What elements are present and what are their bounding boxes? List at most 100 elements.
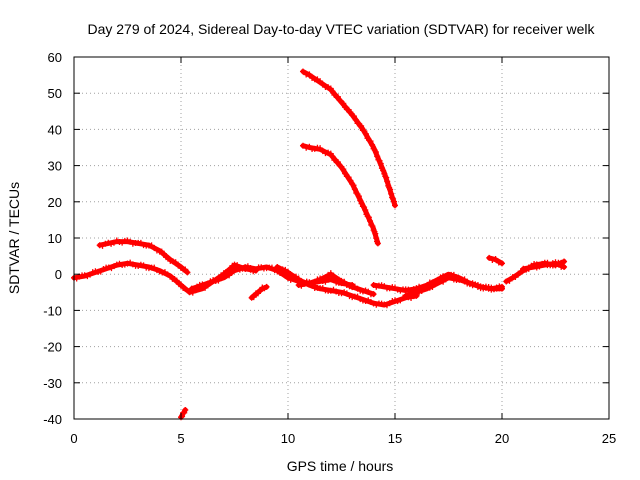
data-point — [426, 284, 433, 291]
data-point — [394, 298, 401, 305]
data-point — [413, 288, 420, 295]
x-tick-label: 5 — [177, 431, 184, 446]
data-point — [421, 285, 428, 292]
data-point — [377, 160, 384, 167]
data-point — [343, 290, 350, 297]
data-point — [295, 282, 302, 289]
data-point — [397, 297, 404, 304]
data-point — [226, 272, 233, 279]
data-point — [181, 409, 188, 416]
data-point — [372, 230, 379, 237]
data-point — [345, 174, 352, 181]
data-point — [486, 254, 493, 261]
y-tick-label: 60 — [48, 50, 62, 65]
data-point — [531, 263, 538, 270]
x-tick-label: 15 — [388, 431, 402, 446]
series-arc-15 — [178, 406, 189, 421]
data-point — [204, 282, 211, 289]
data-point — [359, 288, 366, 295]
series-arc-9 — [299, 142, 381, 247]
y-tick-label: -20 — [43, 340, 62, 355]
data-point — [391, 198, 398, 205]
data-point — [299, 142, 306, 149]
data-point — [370, 291, 377, 298]
data-point — [364, 213, 371, 220]
x-tick-label: 20 — [495, 431, 509, 446]
data-point — [306, 279, 313, 286]
data-point — [92, 268, 99, 275]
data-point — [387, 186, 394, 193]
data-point — [541, 260, 548, 267]
data-point — [533, 264, 540, 271]
data-point — [361, 204, 368, 211]
series-arc-11 — [402, 274, 505, 300]
data-point — [129, 240, 136, 247]
data-point — [327, 287, 334, 294]
data-point — [329, 88, 336, 95]
data-point — [374, 153, 381, 160]
data-point — [338, 277, 345, 284]
data-point — [113, 261, 120, 268]
data-point — [169, 258, 176, 265]
y-tick-label: -40 — [43, 412, 62, 427]
y-tick-label: -10 — [43, 303, 62, 318]
data-point — [303, 144, 310, 151]
data-point — [97, 268, 104, 275]
data-point — [365, 214, 372, 221]
data-point — [469, 280, 476, 287]
data-point — [250, 268, 257, 275]
data-point — [369, 223, 376, 230]
data-point — [384, 178, 391, 185]
data-point — [362, 206, 369, 213]
data-point — [405, 286, 412, 293]
data-point — [359, 203, 366, 210]
data-point — [394, 286, 401, 293]
series-arc-2 — [96, 237, 191, 276]
data-point — [340, 100, 347, 107]
data-point — [386, 285, 393, 292]
data-point — [368, 221, 375, 228]
data-point — [311, 145, 318, 152]
data-point — [160, 250, 167, 257]
data-point — [314, 276, 321, 283]
data-point — [358, 122, 365, 129]
series-arc-8 — [299, 68, 398, 209]
data-point — [392, 202, 398, 209]
data-point — [506, 277, 513, 284]
data-point — [116, 260, 123, 267]
data-point — [285, 268, 291, 275]
data-point — [378, 300, 385, 307]
data-point — [335, 276, 342, 283]
x-tick-label: 0 — [70, 431, 77, 446]
data-point — [295, 275, 302, 282]
data-point — [121, 261, 128, 268]
data-point — [477, 285, 484, 292]
data-point — [397, 287, 404, 294]
y-tick-label: -30 — [43, 376, 62, 391]
data-point — [153, 247, 160, 254]
data-point — [489, 257, 496, 264]
data-point — [334, 93, 341, 100]
series-arc-12 — [486, 254, 505, 267]
data-point — [81, 272, 88, 279]
series-arc-14 — [520, 259, 568, 273]
data-point — [317, 145, 324, 152]
data-point — [362, 298, 369, 305]
data-point — [561, 263, 568, 270]
data-point — [355, 193, 362, 200]
data-point — [137, 261, 144, 268]
data-point — [374, 240, 381, 247]
y-tick-label: 20 — [48, 195, 62, 210]
data-point — [242, 265, 249, 272]
data-point — [330, 272, 337, 279]
data-point — [357, 197, 364, 204]
data-point — [474, 284, 481, 291]
data-point — [520, 265, 527, 272]
data-point — [100, 265, 107, 272]
data-point — [178, 281, 184, 288]
data-point — [306, 71, 313, 78]
series-arc-4 — [186, 261, 259, 296]
data-point — [172, 259, 179, 266]
data-point — [492, 255, 499, 262]
data-point — [561, 258, 568, 265]
